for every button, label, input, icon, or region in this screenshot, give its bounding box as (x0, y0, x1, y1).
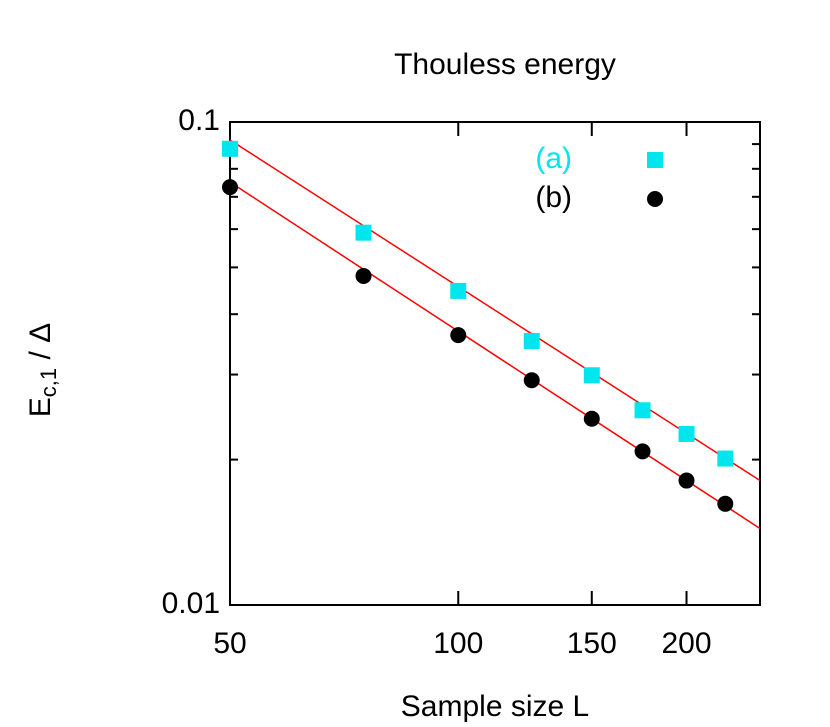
fit-line (229, 139, 761, 482)
y-tick-label: 0.1 (178, 104, 220, 137)
data-point (583, 410, 600, 427)
y-axis-label: Ec,1 / Δ (24, 323, 61, 417)
data-point (717, 450, 734, 467)
data-point (583, 367, 600, 384)
data-point (523, 372, 540, 389)
x-tick-label: 200 (661, 627, 711, 660)
y-label-rest: / Δ (24, 323, 57, 368)
data-point (678, 472, 695, 489)
fit-line (229, 181, 761, 530)
y-tick-label: 0.01 (162, 587, 220, 620)
plot-frame (229, 121, 761, 606)
y-label-sub: c,1 (36, 368, 61, 397)
chart-title: Thouless energy (394, 48, 616, 81)
x-tick-label: 150 (567, 627, 617, 660)
data-point (717, 495, 734, 512)
legend-label: (a) (535, 142, 572, 175)
data-point (634, 402, 651, 419)
legend-label: (b) (535, 181, 572, 214)
data-point (523, 333, 540, 350)
data-point (678, 425, 695, 442)
x-axis-label: Sample size L (401, 690, 589, 723)
x-tick-label: 50 (213, 627, 246, 660)
legend-marker (647, 152, 663, 168)
data-point (355, 267, 372, 284)
legend-marker (647, 191, 663, 207)
data-point (355, 224, 372, 241)
data-point (634, 443, 651, 460)
data-point (450, 282, 467, 299)
data-point (222, 179, 238, 196)
y-label-main: E (24, 397, 57, 417)
data-point (450, 327, 467, 344)
x-tick-label: 100 (433, 627, 483, 660)
data-point (222, 140, 238, 157)
